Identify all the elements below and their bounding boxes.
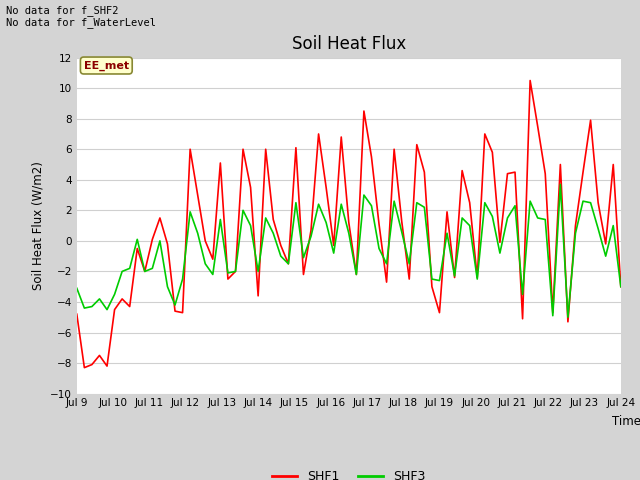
SHF3	[345, 230, 353, 236]
Line: SHF1: SHF1	[77, 81, 621, 368]
SHF3	[194, 230, 202, 236]
SHF1	[526, 78, 534, 84]
SHF1	[541, 171, 549, 177]
SHF3	[526, 198, 534, 204]
SHF1	[579, 169, 587, 175]
Legend: SHF1, SHF3: SHF1, SHF3	[267, 465, 431, 480]
SHF1	[557, 162, 564, 168]
SHF1	[617, 284, 625, 289]
Text: EE_met: EE_met	[84, 60, 129, 71]
SHF1	[353, 272, 360, 277]
SHF3	[541, 216, 549, 222]
SHF3	[254, 268, 262, 274]
SHF1	[73, 312, 81, 317]
Y-axis label: Soil Heat Flux (W/m2): Soil Heat Flux (W/m2)	[31, 161, 45, 290]
X-axis label: Time: Time	[612, 415, 640, 429]
SHF3	[617, 284, 625, 289]
SHF1	[202, 238, 209, 244]
SHF3	[73, 285, 81, 291]
SHF1	[81, 365, 88, 371]
SHF3	[579, 198, 587, 204]
SHF1	[262, 146, 269, 152]
Title: Soil Heat Flux: Soil Heat Flux	[292, 35, 406, 53]
Text: No data for f_SHF2
No data for f_WaterLevel: No data for f_SHF2 No data for f_WaterLe…	[6, 5, 156, 28]
SHF3	[557, 181, 564, 187]
Line: SHF3: SHF3	[77, 184, 621, 317]
SHF3	[564, 314, 572, 320]
